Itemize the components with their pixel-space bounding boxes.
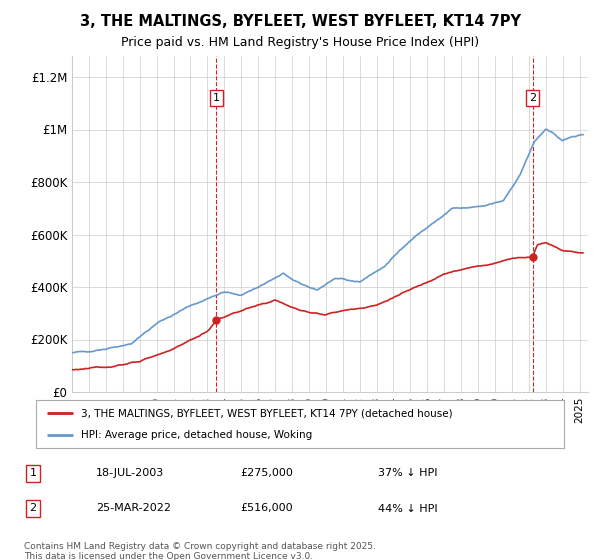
Text: 37% ↓ HPI: 37% ↓ HPI <box>378 468 437 478</box>
Text: Contains HM Land Registry data © Crown copyright and database right 2025.
This d: Contains HM Land Registry data © Crown c… <box>24 542 376 560</box>
Text: 3, THE MALTINGS, BYFLEET, WEST BYFLEET, KT14 7PY (detached house): 3, THE MALTINGS, BYFLEET, WEST BYFLEET, … <box>81 408 452 418</box>
Text: £516,000: £516,000 <box>240 503 293 514</box>
Text: £275,000: £275,000 <box>240 468 293 478</box>
Text: 2: 2 <box>529 93 536 103</box>
Text: Price paid vs. HM Land Registry's House Price Index (HPI): Price paid vs. HM Land Registry's House … <box>121 36 479 49</box>
Text: 18-JUL-2003: 18-JUL-2003 <box>96 468 164 478</box>
Text: 1: 1 <box>213 93 220 103</box>
Text: 44% ↓ HPI: 44% ↓ HPI <box>378 503 437 514</box>
Text: 25-MAR-2022: 25-MAR-2022 <box>96 503 171 514</box>
Text: 2: 2 <box>29 503 37 514</box>
Text: 1: 1 <box>29 468 37 478</box>
Text: HPI: Average price, detached house, Woking: HPI: Average price, detached house, Woki… <box>81 430 312 440</box>
Text: 3, THE MALTINGS, BYFLEET, WEST BYFLEET, KT14 7PY: 3, THE MALTINGS, BYFLEET, WEST BYFLEET, … <box>79 14 521 29</box>
